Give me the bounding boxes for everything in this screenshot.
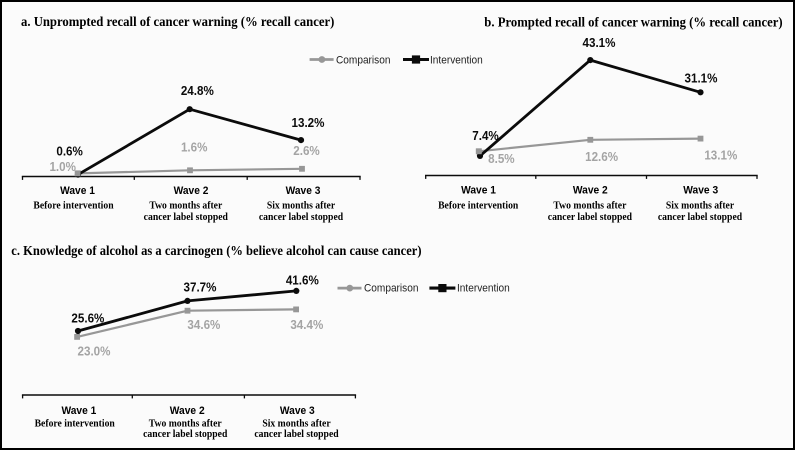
svg-text:Two months after: Two months after — [149, 200, 222, 212]
svg-text:cancer label stopped: cancer label stopped — [658, 212, 742, 224]
svg-text:25.6%: 25.6% — [71, 311, 104, 325]
svg-text:0.6%: 0.6% — [56, 144, 83, 158]
svg-text:31.1%: 31.1% — [685, 71, 718, 85]
svg-text:12.6%: 12.6% — [585, 149, 618, 163]
svg-text:Intervention: Intervention — [430, 54, 483, 66]
svg-text:7.4%: 7.4% — [472, 129, 499, 143]
svg-text:13.2%: 13.2% — [292, 116, 325, 130]
svg-text:Two months after: Two months after — [553, 200, 626, 212]
svg-text:Wave 1: Wave 1 — [461, 184, 496, 196]
svg-text:Before intervention: Before intervention — [33, 200, 113, 212]
svg-text:Before intervention: Before intervention — [438, 200, 518, 212]
svg-text:Wave 3: Wave 3 — [683, 184, 718, 196]
svg-text:Wave 3: Wave 3 — [286, 185, 321, 197]
svg-text:1.6%: 1.6% — [181, 140, 208, 154]
svg-text:Wave 3: Wave 3 — [280, 405, 315, 417]
svg-text:8.5%: 8.5% — [488, 151, 515, 165]
svg-text:2.6%: 2.6% — [293, 143, 320, 157]
svg-text:Six months after: Six months after — [267, 200, 336, 212]
svg-text:cancer label stopped: cancer label stopped — [548, 212, 632, 224]
svg-text:Wave 2: Wave 2 — [573, 184, 608, 196]
svg-text:1.0%: 1.0% — [49, 160, 76, 174]
svg-text:Comparison: Comparison — [336, 54, 391, 66]
svg-text:Wave 1: Wave 1 — [60, 185, 95, 197]
svg-text:Six months after: Six months after — [262, 418, 331, 430]
svg-text:Six months after: Six months after — [666, 200, 735, 212]
svg-text:b. Prompted recall of cancer w: b. Prompted recall of cancer warning (% … — [484, 14, 782, 30]
svg-text:Two months after: Two months after — [149, 418, 222, 430]
svg-text:24.8%: 24.8% — [181, 84, 214, 98]
svg-text:Wave 2: Wave 2 — [174, 185, 209, 197]
svg-text:Comparison: Comparison — [364, 282, 419, 294]
svg-text:a. Unprompted recall of cancer: a. Unprompted recall of cancer warning (… — [21, 13, 334, 29]
svg-text:Before intervention: Before intervention — [35, 418, 115, 430]
svg-text:cancer label stopped: cancer label stopped — [254, 428, 338, 440]
svg-text:34.6%: 34.6% — [187, 318, 220, 332]
svg-text:43.1%: 43.1% — [583, 36, 616, 50]
svg-text:c. Knowledge of alcohol as a c: c. Knowledge of alcohol as a carcinogen … — [11, 242, 421, 258]
svg-text:cancer label stopped: cancer label stopped — [143, 428, 227, 440]
svg-text:23.0%: 23.0% — [78, 344, 111, 358]
svg-text:37.7%: 37.7% — [184, 280, 217, 294]
svg-text:41.6%: 41.6% — [286, 273, 319, 287]
svg-text:Intervention: Intervention — [457, 282, 510, 294]
svg-text:13.1%: 13.1% — [704, 148, 737, 162]
svg-text:Wave 2: Wave 2 — [170, 405, 205, 417]
svg-text:cancer label stopped: cancer label stopped — [259, 212, 343, 224]
svg-text:cancer label stopped: cancer label stopped — [144, 212, 228, 224]
svg-text:34.4%: 34.4% — [290, 318, 323, 332]
svg-text:Wave 1: Wave 1 — [61, 405, 96, 417]
